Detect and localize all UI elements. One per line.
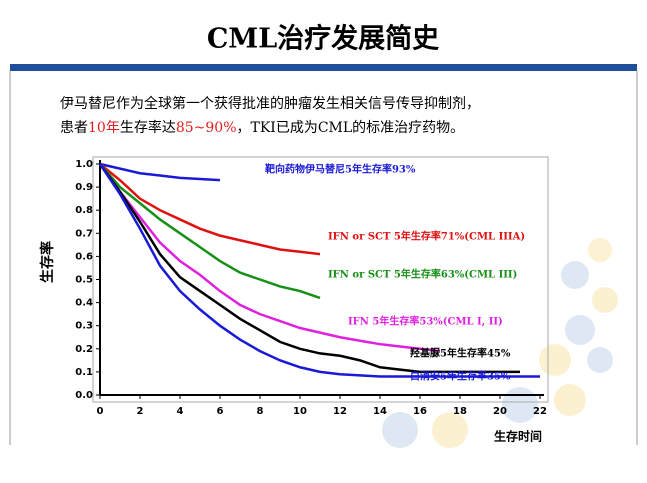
paragraph-line: 患者10年生存率达85~90%，TKI已成为CML的标准治疗药物。 bbox=[60, 119, 464, 136]
x-tick-label: 14 bbox=[373, 406, 387, 417]
y-tick-label: 0.0 bbox=[75, 390, 93, 401]
text: ，TKI已成为CML的标准治疗药物。 bbox=[237, 120, 465, 136]
y-tick-label: 0.6 bbox=[75, 251, 93, 262]
x-tick-label: 0 bbox=[97, 406, 104, 417]
x-axis-label: 生存时间 bbox=[494, 429, 542, 444]
y-tick-label: 1.0 bbox=[75, 159, 93, 170]
x-tick-label: 10 bbox=[293, 406, 307, 417]
highlight: 10年 bbox=[88, 120, 120, 136]
series-line bbox=[98, 163, 520, 374]
series-label: IFN or SCT 5年生存率63%(CML III) bbox=[328, 268, 517, 281]
x-tick-label: 4 bbox=[177, 406, 184, 417]
x-tick-label: 22 bbox=[533, 406, 547, 417]
series-line bbox=[98, 163, 441, 353]
series-line bbox=[98, 163, 540, 378]
series-label: 羟基脲5年生存率45% bbox=[410, 347, 511, 360]
x-tick-label: 18 bbox=[453, 406, 467, 417]
y-axis-label: 生存率 bbox=[39, 241, 56, 283]
y-tick-label: 0.2 bbox=[75, 344, 93, 355]
series-line bbox=[99, 163, 321, 256]
x-tick-label: 2 bbox=[137, 406, 144, 417]
y-tick-label: 0.7 bbox=[75, 228, 93, 239]
x-tick-label: 6 bbox=[217, 406, 224, 417]
y-tick-label: 0.8 bbox=[75, 205, 93, 216]
y-tick-label: 0.1 bbox=[75, 367, 93, 378]
text: 患者 bbox=[60, 120, 88, 136]
x-tick-label: 8 bbox=[257, 406, 264, 417]
highlight: 85~90% bbox=[176, 120, 237, 136]
y-tick-label: 0.3 bbox=[75, 321, 93, 332]
slide-title: CML治疗发展简史 bbox=[207, 23, 439, 55]
y-tick-label: 0.4 bbox=[75, 298, 93, 309]
y-tick-label: 0.5 bbox=[75, 275, 93, 286]
series-label: 白消安5年生存率35% bbox=[410, 370, 511, 383]
x-tick-label: 20 bbox=[493, 406, 507, 417]
y-tick-label: 0.9 bbox=[75, 182, 93, 193]
series-label: IFN 5年生存率53%(CML I, II) bbox=[348, 315, 503, 328]
series-line bbox=[99, 163, 321, 300]
series-label: 靶向药物伊马替尼5年生存率93% bbox=[265, 163, 416, 176]
paragraph-line: 伊马替尼作为全球第一个获得批准的肿瘤发生相关信号传导抑制剂， bbox=[60, 95, 480, 112]
text: 生存率达 bbox=[120, 119, 176, 136]
title-bar bbox=[10, 64, 637, 71]
x-tick-label: 16 bbox=[413, 406, 427, 417]
plot-frame bbox=[92, 156, 549, 403]
series-line bbox=[99, 162, 221, 182]
x-tick-label: 12 bbox=[333, 406, 347, 417]
series-label: IFN or SCT 5年生存率71%(CML IIIA) bbox=[328, 230, 525, 243]
